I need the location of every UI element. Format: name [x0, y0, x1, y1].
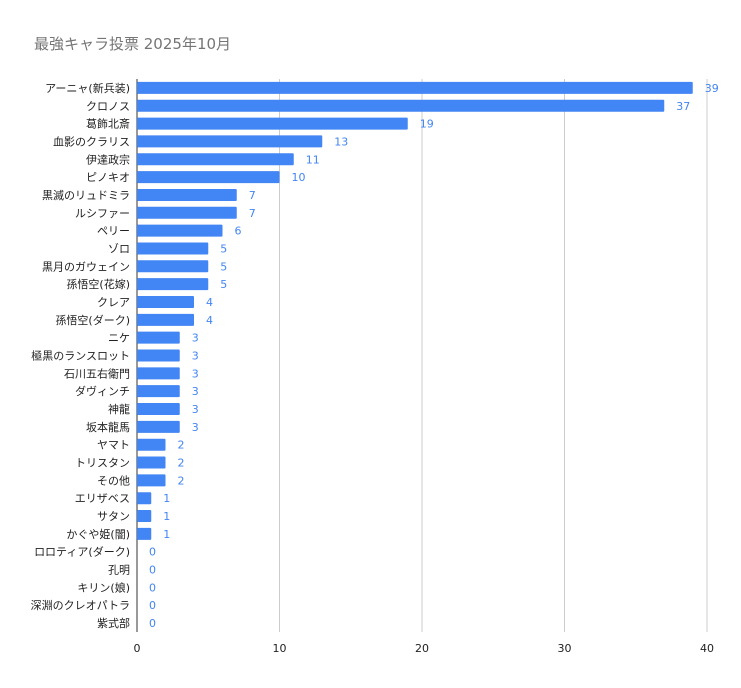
data-label: 1: [163, 528, 170, 541]
category-label: 黒月のガウェイン: [42, 260, 130, 273]
data-label: 2: [178, 474, 185, 487]
data-label: 0: [149, 546, 156, 559]
data-label: 0: [149, 599, 156, 612]
category-label: 孫悟空(花嫁): [66, 277, 130, 291]
bar: [137, 153, 294, 166]
x-tick-label: 0: [134, 642, 141, 655]
bar: [137, 527, 152, 540]
data-label: 0: [149, 581, 156, 594]
x-tick-label: 40: [700, 642, 714, 655]
bar: [137, 99, 665, 112]
data-label: 4: [206, 314, 213, 327]
category-label: その他: [97, 474, 130, 487]
category-label: 深淵のクレオパトラ: [31, 599, 130, 612]
category-label: 孔明: [108, 564, 130, 577]
bar: [137, 295, 194, 308]
bar: [137, 456, 166, 469]
bar: [137, 224, 223, 237]
bar: [137, 135, 323, 148]
category-label: アーニャ(新兵装): [45, 81, 130, 95]
data-label: 1: [163, 510, 170, 523]
data-label: 1: [163, 492, 170, 505]
data-label: 2: [178, 439, 185, 452]
bar: [137, 206, 237, 219]
bar: [137, 474, 166, 487]
chart-title: 最強キャラ投票 2025年10月: [34, 35, 232, 53]
data-label: 3: [192, 421, 199, 434]
data-label: 5: [220, 242, 227, 255]
data-label: 6: [235, 225, 242, 238]
bar: [137, 188, 237, 201]
data-label: 13: [334, 135, 348, 148]
category-label: 石川五右衛門: [64, 366, 130, 380]
bar: [137, 313, 194, 326]
x-tick-label: 10: [273, 642, 287, 655]
bars: [137, 81, 693, 540]
data-label: 11: [306, 153, 320, 166]
category-label: 孫悟空(ダーク): [55, 313, 130, 327]
category-label: キリン(娘): [77, 580, 130, 594]
category-label: 黒滅のリュドミラ: [42, 189, 130, 202]
data-label: 0: [149, 564, 156, 577]
category-label: かぐや姫(闇): [66, 527, 130, 541]
x-tick-label: 20: [415, 642, 429, 655]
bar: [137, 420, 180, 433]
category-label: ゾロ: [108, 242, 130, 255]
data-label: 39: [705, 82, 719, 95]
category-label: 伊達政宗: [86, 152, 130, 166]
category-label: 坂本龍馬: [86, 420, 130, 434]
bar: [137, 510, 152, 523]
category-label: ダヴィンチ: [75, 384, 130, 398]
data-label: 7: [249, 207, 256, 220]
category-label: ピノキオ: [86, 171, 130, 184]
data-label: 19: [420, 118, 434, 131]
data-label: 3: [192, 332, 199, 345]
data-label: 2: [178, 457, 185, 470]
data-label: 3: [192, 350, 199, 363]
data-label: 5: [220, 260, 227, 273]
bar: [137, 171, 280, 184]
bar: [137, 242, 209, 255]
category-label: エリザベス: [75, 492, 130, 505]
category-label: クロノス: [86, 100, 130, 113]
category-label: クレア: [97, 296, 130, 309]
bar: [137, 331, 180, 344]
category-label: ロロティア(ダーク): [34, 545, 130, 559]
data-label: 3: [192, 367, 199, 380]
bar: [137, 117, 408, 130]
bar: [137, 278, 209, 291]
category-label: 紫式部: [97, 616, 130, 630]
bar: [137, 438, 166, 451]
category-label: 葛飾北斎: [86, 117, 130, 131]
bar: [137, 367, 180, 380]
data-label: 4: [206, 296, 213, 309]
bar: [137, 349, 180, 362]
category-label: 極黒のランスロット: [31, 349, 130, 363]
bar: [137, 492, 152, 505]
category-label: サタン: [97, 510, 130, 523]
bar: [137, 260, 209, 273]
data-label: 10: [292, 171, 306, 184]
data-label: 37: [676, 100, 690, 113]
bar: [137, 403, 180, 416]
bar: [137, 81, 693, 94]
category-label: ルシファー: [75, 207, 130, 220]
data-label: 3: [192, 385, 199, 398]
category-label: 神龍: [108, 402, 130, 416]
category-label: ペリー: [97, 225, 130, 238]
category-label: 血影のクラリス: [53, 134, 130, 148]
data-label: 5: [220, 278, 227, 291]
data-label: 3: [192, 403, 199, 416]
data-label: 0: [149, 617, 156, 630]
bar: [137, 385, 180, 398]
data-label: 7: [249, 189, 256, 202]
category-label: ヤマト: [97, 439, 130, 452]
x-tick-label: 30: [558, 642, 572, 655]
category-label: ニケ: [108, 332, 130, 345]
category-label: トリスタン: [75, 457, 130, 470]
